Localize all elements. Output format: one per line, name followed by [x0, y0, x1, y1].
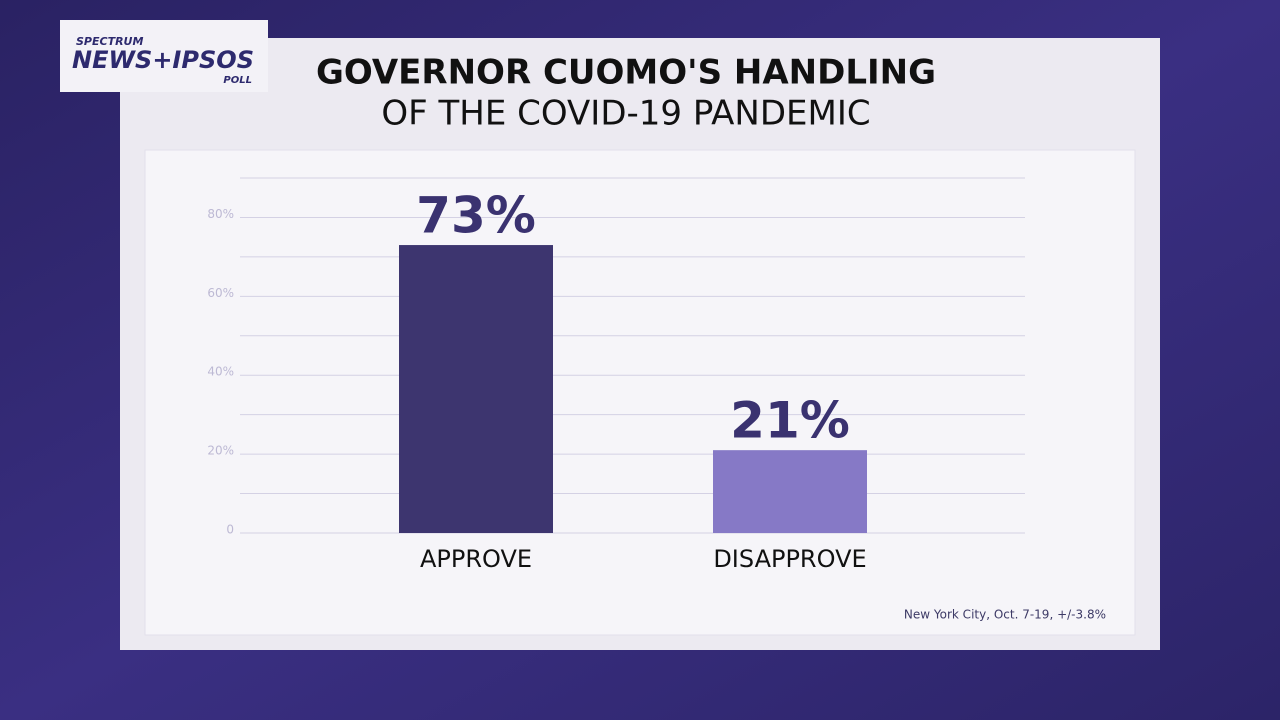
logo-bottom: POLL: [223, 75, 252, 86]
value-label: 21%: [730, 392, 850, 450]
y-tick-label: 40%: [207, 365, 234, 379]
bar: [399, 245, 553, 534]
logo-top: SPECTRUM: [76, 35, 143, 48]
y-tick-label: 80%: [207, 207, 234, 221]
footnote: New York City, Oct. 7-19, +/-3.8%: [904, 608, 1106, 622]
chart-title: GOVERNOR CUOMO'S HANDLING: [316, 53, 936, 93]
y-tick-label: 0: [226, 523, 234, 537]
plot-panel: [144, 149, 1136, 636]
x-tick-label: DISAPPROVE: [713, 545, 866, 573]
x-tick-label: APPROVE: [420, 545, 532, 573]
value-label: 73%: [416, 187, 536, 245]
logo-main: NEWS+IPSOS: [72, 46, 254, 74]
chart-subtitle: OF THE COVID-19 PANDEMIC: [381, 94, 870, 134]
y-tick-label: 20%: [207, 444, 234, 458]
bar: [713, 450, 867, 533]
logo-box: [60, 20, 268, 92]
y-tick-label: 60%: [207, 286, 234, 300]
